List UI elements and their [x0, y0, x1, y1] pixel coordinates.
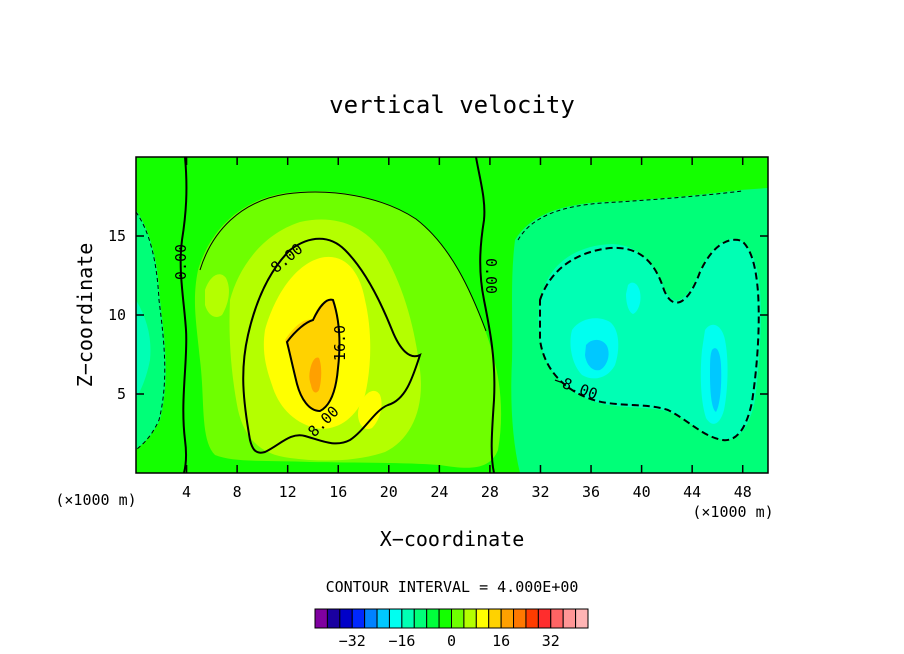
- x-tick-label: 24: [430, 483, 448, 501]
- colorbar-tick-label: −32: [339, 632, 366, 650]
- neg-core-left: [136, 300, 151, 398]
- plot-area: [136, 157, 768, 473]
- contour-label: 0.00: [172, 244, 190, 280]
- x-tick-label: 28: [481, 483, 499, 501]
- x-tick-label: 8: [233, 483, 242, 501]
- sixteen-contour: [285, 298, 341, 413]
- colorbar-swatch: [550, 608, 564, 629]
- colorbar-tick-label: 16: [492, 632, 510, 650]
- pos-blob-right: [358, 390, 382, 430]
- colorbar-swatch: [451, 608, 465, 629]
- colorbar-swatch: [525, 608, 539, 629]
- y-tick-label: 15: [108, 227, 126, 245]
- colorbar-tick-label: −16: [388, 632, 415, 650]
- pos-blob-left: [205, 274, 229, 317]
- colorbar-swatch: [388, 608, 403, 629]
- neg-four-contour-left: [136, 211, 166, 451]
- colorbar-swatch: [513, 608, 527, 629]
- x-axis-label: X−coordinate: [380, 527, 525, 551]
- colorbar-swatch: [351, 608, 366, 629]
- colorbar-swatch: [438, 608, 453, 629]
- x-tick-label: 4: [182, 483, 191, 501]
- neg-core-right-1: [585, 339, 609, 371]
- eight-contour: [242, 237, 422, 454]
- colorbar-swatch: [426, 608, 440, 629]
- colorbar-swatch: [500, 608, 515, 629]
- colorbar-swatch: [376, 608, 390, 629]
- x-tick-label: 40: [633, 483, 651, 501]
- pos-band-4: [285, 299, 339, 410]
- colorbar-swatch: [364, 608, 378, 629]
- y-axis-ticks: 5 10 15: [108, 227, 768, 403]
- contour-interval-text: CONTOUR INTERVAL = 4.000E+00: [326, 578, 579, 596]
- colorbar-swatch: [488, 608, 502, 629]
- x-tick-label: 16: [329, 483, 347, 501]
- colorbar-swatch: [562, 608, 577, 629]
- colorbar-swatch: [314, 608, 328, 629]
- x-tick-label: 36: [582, 483, 600, 501]
- neg-core-right-2: [710, 348, 722, 412]
- colorbar-swatch: [326, 608, 341, 629]
- colorbar-swatch: [463, 608, 477, 629]
- y-tick-label: 10: [108, 306, 126, 324]
- colorbar-swatch: [413, 608, 428, 629]
- x-tick-label: 48: [734, 483, 752, 501]
- colorbar: [314, 608, 589, 629]
- chart-title: vertical velocity: [329, 91, 575, 119]
- colorbar-swatch: [575, 608, 589, 629]
- contour-label: 16.0: [331, 325, 349, 361]
- pos-core: [309, 357, 322, 393]
- x-tick-label: 32: [531, 483, 549, 501]
- x-tick-label: 44: [683, 483, 701, 501]
- y-tick-label: 5: [117, 385, 126, 403]
- x-unit-left: (×1000 m): [55, 491, 136, 509]
- neg-eight-contour: [539, 238, 760, 442]
- colorbar-tick-label: 0: [447, 632, 456, 650]
- four-contour: [199, 191, 487, 332]
- colorbar-swatch: [401, 608, 415, 629]
- zero-contour-left: [179, 157, 188, 473]
- neg-blob-right-3: [626, 282, 641, 314]
- colorbar-ticks: −32 −16 0 16 32: [339, 632, 560, 650]
- colorbar-swatch: [339, 608, 353, 629]
- contour-label: 0.00: [482, 258, 500, 294]
- colorbar-swatch: [537, 608, 552, 629]
- colorbar-swatch: [475, 608, 490, 629]
- zero-contour-mid: [475, 157, 496, 473]
- x-tick-label: 12: [279, 483, 297, 501]
- x-axis-ticks: 4 8 12 16 20 24 28 32 36 40 44 48: [182, 157, 752, 501]
- x-tick-label: 20: [380, 483, 398, 501]
- colorbar-tick-label: 32: [542, 632, 560, 650]
- neg-band-left: [136, 210, 166, 450]
- y-axis-label: Z−coordinate: [73, 243, 97, 388]
- x-unit-right: (×1000 m): [692, 503, 773, 521]
